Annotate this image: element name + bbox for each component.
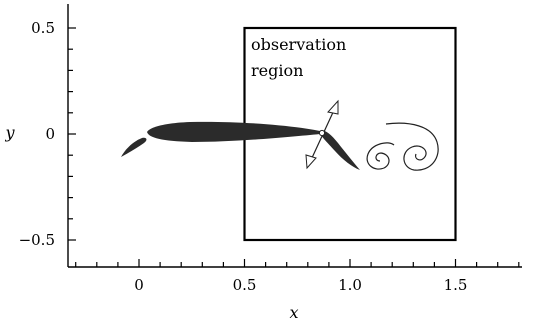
wake-vortex-icon [367, 143, 394, 169]
y-ticks [68, 28, 76, 240]
x-tick-label: 1.5 [444, 276, 468, 294]
observation-region-label-line2: region [251, 61, 303, 80]
x-tick-label: 0 [134, 276, 144, 294]
wake-vortices [367, 123, 438, 170]
x-tick-label: 0.5 [233, 276, 257, 294]
x-tick-labels: 0 0.5 1.0 1.5 [134, 276, 467, 294]
y-tick-label: 0.5 [31, 19, 55, 37]
x-tick-label: 1.0 [338, 276, 362, 294]
x-ticks [76, 259, 519, 267]
upstream-foil-icon [121, 138, 146, 157]
y-axis-title: y [4, 123, 15, 142]
wake-vortex-icon [386, 123, 438, 170]
observation-region-label-line1: observation [251, 35, 346, 54]
flapping-foil-icon [320, 131, 360, 171]
main-foil-icon [147, 122, 325, 142]
x-axis-title: x [289, 303, 298, 322]
y-tick-label: 0 [45, 125, 55, 143]
y-tick-label: −0.5 [19, 231, 55, 249]
pivot-point-icon [319, 130, 324, 135]
y-tick-labels: 0.5 0 −0.5 [19, 19, 55, 249]
